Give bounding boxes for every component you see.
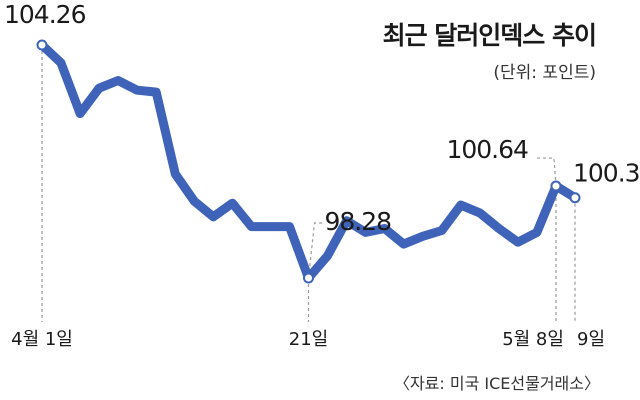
point-marker-0 bbox=[36, 39, 48, 51]
value-label-14: 98.28 bbox=[325, 207, 392, 236]
callout-98-28-leader bbox=[307, 222, 325, 279]
x-tick-label-3: 9일 bbox=[577, 329, 605, 350]
value-label-28: 100.34 bbox=[573, 159, 640, 188]
point-marker-27 bbox=[550, 180, 562, 192]
point-marker-14 bbox=[303, 272, 314, 284]
x-tick-label-1: 21일 bbox=[289, 329, 328, 350]
unit-label: (단위: 포인트) bbox=[493, 63, 596, 83]
x-tick-label-2: 5월 8일 bbox=[502, 329, 564, 350]
x-tick-label-0: 4월 1일 bbox=[11, 329, 73, 350]
annotation-markers bbox=[36, 39, 581, 284]
value-labels: 104.26 98.28 100.64 100.34 bbox=[4, 0, 640, 236]
chart-title: 최근 달러인덱스 추이 bbox=[383, 21, 596, 50]
point-marker-28 bbox=[569, 192, 581, 204]
value-label-27: 100.64 bbox=[446, 135, 528, 164]
x-axis-labels: 4월 1일 21일 5월 8일 9일 bbox=[11, 329, 605, 350]
value-label-0: 104.26 bbox=[4, 0, 86, 29]
guide-lines bbox=[41, 51, 576, 322]
source-label: 〈자료: 미국 ICE선물거래소〉 bbox=[394, 374, 600, 393]
